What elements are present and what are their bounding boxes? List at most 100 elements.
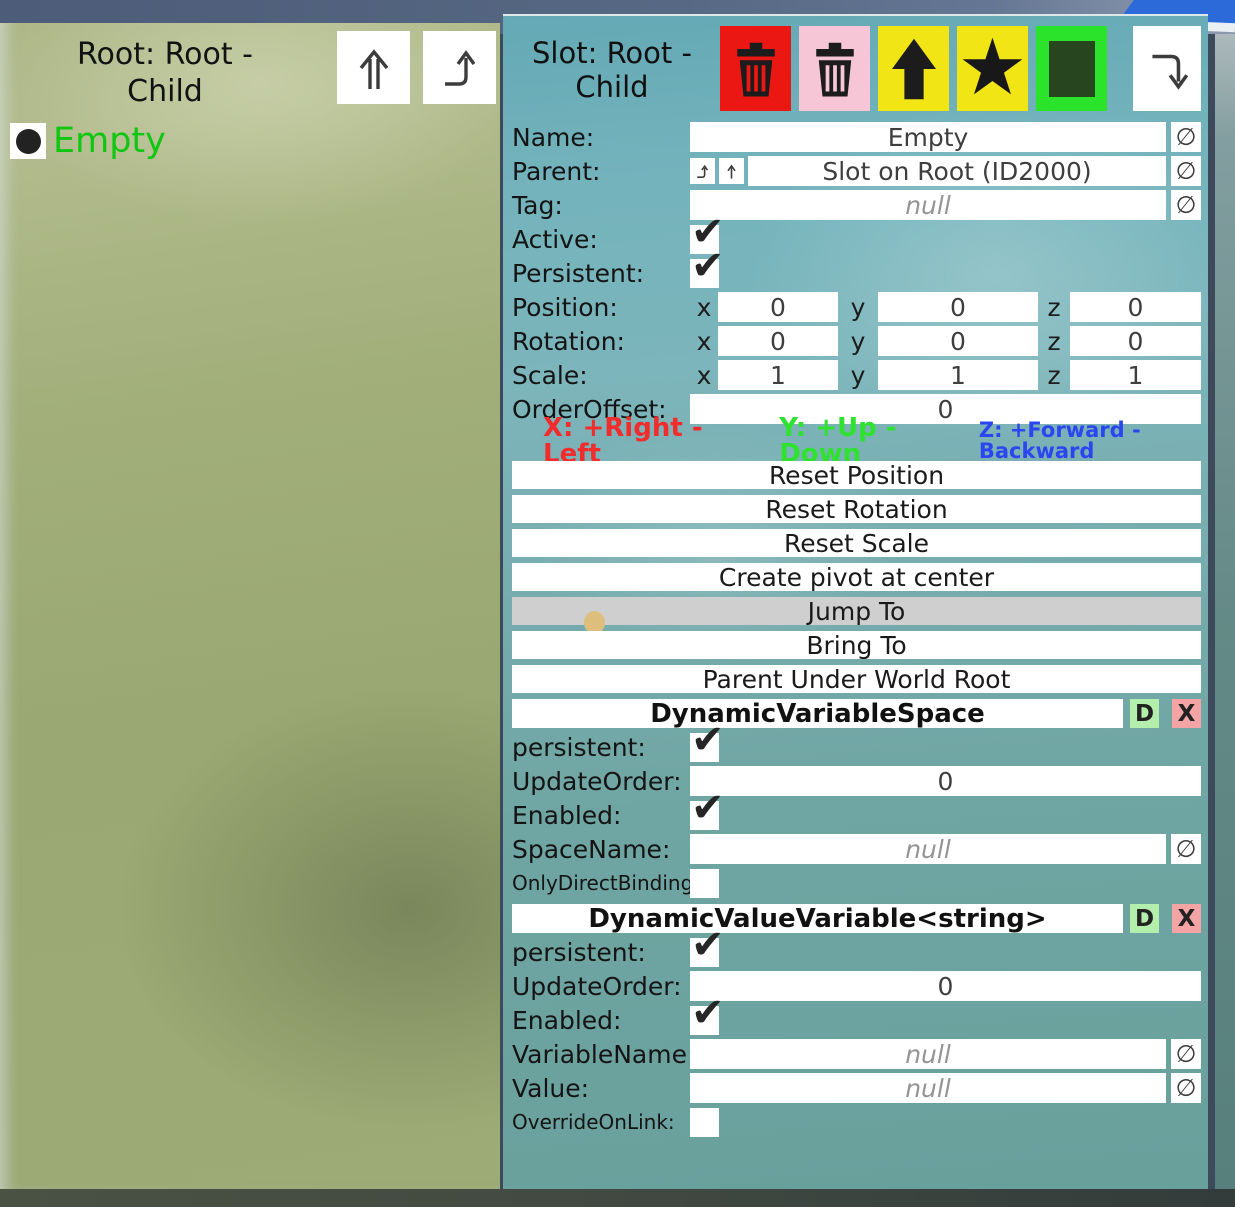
component-persistent-checkbox[interactable]: ✔ bbox=[690, 925, 725, 967]
destroy-preserve-assets-button[interactable] bbox=[799, 26, 870, 111]
rotation-row: Rotation: x 0 y 0 z 0 bbox=[512, 326, 1201, 356]
space-name-input[interactable]: null bbox=[690, 834, 1166, 864]
active-checkbox[interactable]: ✔ bbox=[690, 212, 725, 254]
name-null-button[interactable]: ∅ bbox=[1171, 122, 1201, 152]
scale-x-input[interactable]: 1 bbox=[718, 360, 838, 390]
position-x-input[interactable]: 0 bbox=[718, 292, 838, 322]
hierarchy-title: Root: Root - Child bbox=[6, 31, 324, 110]
parent-input[interactable]: Slot on Root (ID2000) bbox=[748, 156, 1166, 186]
null-icon: ∅ bbox=[1175, 123, 1197, 151]
hierarchy-header: Root: Root - Child bbox=[0, 23, 500, 110]
component-title[interactable]: DynamicVariableSpace bbox=[512, 699, 1123, 729]
component-update-order-input[interactable]: 0 bbox=[690, 971, 1201, 1001]
reset-rotation-button[interactable]: Reset Rotation bbox=[512, 495, 1201, 524]
only-direct-binding-checkbox[interactable] bbox=[690, 868, 719, 898]
component-update-order-input[interactable]: 0 bbox=[690, 766, 1201, 796]
save-to-inventory-button[interactable]: ★ bbox=[957, 26, 1028, 111]
component-duplicate-button[interactable]: D bbox=[1130, 904, 1159, 933]
axis-x-label: x bbox=[696, 360, 712, 390]
variable-name-null-button[interactable]: ∅ bbox=[1171, 1039, 1201, 1069]
axis-x-label: x bbox=[696, 292, 712, 322]
position-z-input[interactable]: 0 bbox=[1070, 292, 1201, 322]
destroy-slot-button[interactable] bbox=[720, 26, 791, 111]
name-label: Name: bbox=[512, 122, 595, 152]
component-duplicate-button[interactable]: D bbox=[1130, 699, 1159, 728]
value-row: Value: null ∅ bbox=[512, 1073, 1201, 1103]
parent-jump-button[interactable] bbox=[690, 158, 715, 184]
hierarchy-item-label[interactable]: Empty bbox=[53, 120, 166, 161]
rotation-label: Rotation: bbox=[512, 326, 625, 356]
hierarchy-panel: Root: Root - Child bbox=[0, 23, 500, 1189]
hierarchy-item-empty[interactable]: Empty bbox=[10, 120, 500, 161]
hierarchy-title-text: Root: Root - Child bbox=[77, 37, 253, 109]
jump-to-button[interactable]: Jump To bbox=[512, 597, 1201, 634]
rotation-z-input[interactable]: 0 bbox=[1070, 326, 1201, 356]
legend-y: Y: +Up -Down bbox=[779, 413, 897, 469]
scale-y-input[interactable]: 1 bbox=[878, 360, 1038, 390]
axis-y-label: y bbox=[850, 292, 866, 322]
scale-z-input[interactable]: 1 bbox=[1070, 360, 1201, 390]
component-enabled-checkbox[interactable]: ✔ bbox=[690, 788, 725, 830]
override-on-link-label: OverrideOnLink: bbox=[512, 1110, 675, 1134]
active-label: Active: bbox=[512, 224, 598, 254]
space-name-null-button[interactable]: ∅ bbox=[1171, 834, 1201, 864]
arrow-up-icon bbox=[723, 163, 740, 180]
inspector-header: Slot: Root - Child bbox=[512, 26, 1201, 118]
component-remove-button[interactable]: X bbox=[1172, 904, 1201, 933]
variable-name-input[interactable]: null bbox=[690, 1039, 1166, 1069]
only-direct-binding-row: OnlyDirectBinding: bbox=[512, 868, 1201, 898]
legend-z: Z: +Forward -Backward bbox=[978, 418, 1141, 463]
name-input[interactable]: Empty bbox=[690, 122, 1166, 152]
persistent-checkbox[interactable]: ✔ bbox=[690, 246, 725, 288]
create-pivot-button[interactable]: Create pivot at center bbox=[512, 563, 1201, 592]
parent-null-button[interactable]: ∅ bbox=[1171, 156, 1201, 186]
tag-placeholder: null bbox=[905, 190, 951, 220]
hierarchy-root-up-button[interactable] bbox=[337, 31, 410, 104]
component-remove-button[interactable]: X bbox=[1172, 699, 1201, 728]
check-icon: ✔ bbox=[691, 784, 725, 831]
arrow-turn-up-icon bbox=[437, 44, 483, 92]
rotation-y-input[interactable]: 0 bbox=[878, 326, 1038, 356]
arrow-turn-up-icon bbox=[694, 163, 711, 180]
duplicate-slot-button[interactable] bbox=[878, 26, 949, 111]
position-label: Position: bbox=[512, 292, 618, 322]
hierarchy-item-expand-toggle[interactable] bbox=[10, 123, 46, 160]
persistent-row: Persistent: ✔ bbox=[512, 246, 1201, 288]
reset-position-button[interactable]: Reset Position bbox=[512, 461, 1201, 490]
tag-null-button[interactable]: ∅ bbox=[1171, 190, 1201, 220]
parent-up-button[interactable] bbox=[719, 158, 744, 184]
space-name-placeholder: null bbox=[905, 834, 951, 864]
panel-bottom-bevel bbox=[0, 1189, 1235, 1207]
open-container-button[interactable] bbox=[1133, 26, 1201, 111]
position-y-input[interactable]: 0 bbox=[878, 292, 1038, 322]
scale-label: Scale: bbox=[512, 360, 588, 390]
tag-label: Tag: bbox=[512, 190, 563, 220]
space-name-label: SpaceName: bbox=[512, 834, 671, 864]
component-header: DynamicValueVariable<string> D X bbox=[512, 904, 1201, 934]
order-offset-input[interactable]: 0 bbox=[690, 394, 1201, 424]
override-on-link-checkbox[interactable] bbox=[690, 1107, 719, 1137]
component-persistent-checkbox[interactable]: ✔ bbox=[690, 720, 725, 762]
parent-row: Parent: Slot on Root (ID2000) ∅ bbox=[512, 156, 1201, 186]
value-input[interactable]: null bbox=[690, 1073, 1166, 1103]
legend-x: X: +Right -Left bbox=[543, 413, 703, 469]
bring-to-button[interactable]: Bring To bbox=[512, 631, 1201, 660]
component-title[interactable]: DynamicValueVariable<string> bbox=[512, 904, 1123, 934]
null-icon: ∅ bbox=[1175, 835, 1197, 863]
component-enabled-label: Enabled: bbox=[512, 1005, 622, 1035]
value-null-button[interactable]: ∅ bbox=[1171, 1073, 1201, 1103]
rotation-x-input[interactable]: 0 bbox=[718, 326, 838, 356]
check-icon: ✔ bbox=[691, 989, 725, 1036]
component-enabled-row: Enabled: ✔ bbox=[512, 993, 1201, 1035]
only-direct-binding-label: OnlyDirectBinding: bbox=[512, 871, 701, 895]
null-icon: ∅ bbox=[1175, 1040, 1197, 1068]
check-icon: ✔ bbox=[691, 208, 725, 255]
hierarchy-return-button[interactable] bbox=[423, 31, 496, 104]
component-enabled-row: Enabled: ✔ bbox=[512, 788, 1201, 830]
reset-scale-button[interactable]: Reset Scale bbox=[512, 529, 1201, 558]
tag-input[interactable]: null bbox=[690, 190, 1166, 220]
name-row: Name: Empty ∅ bbox=[512, 122, 1201, 152]
create-new-slot-button[interactable] bbox=[1036, 26, 1107, 111]
parent-under-world-root-button[interactable]: Parent Under World Root bbox=[512, 665, 1201, 694]
component-enabled-checkbox[interactable]: ✔ bbox=[690, 993, 725, 1035]
